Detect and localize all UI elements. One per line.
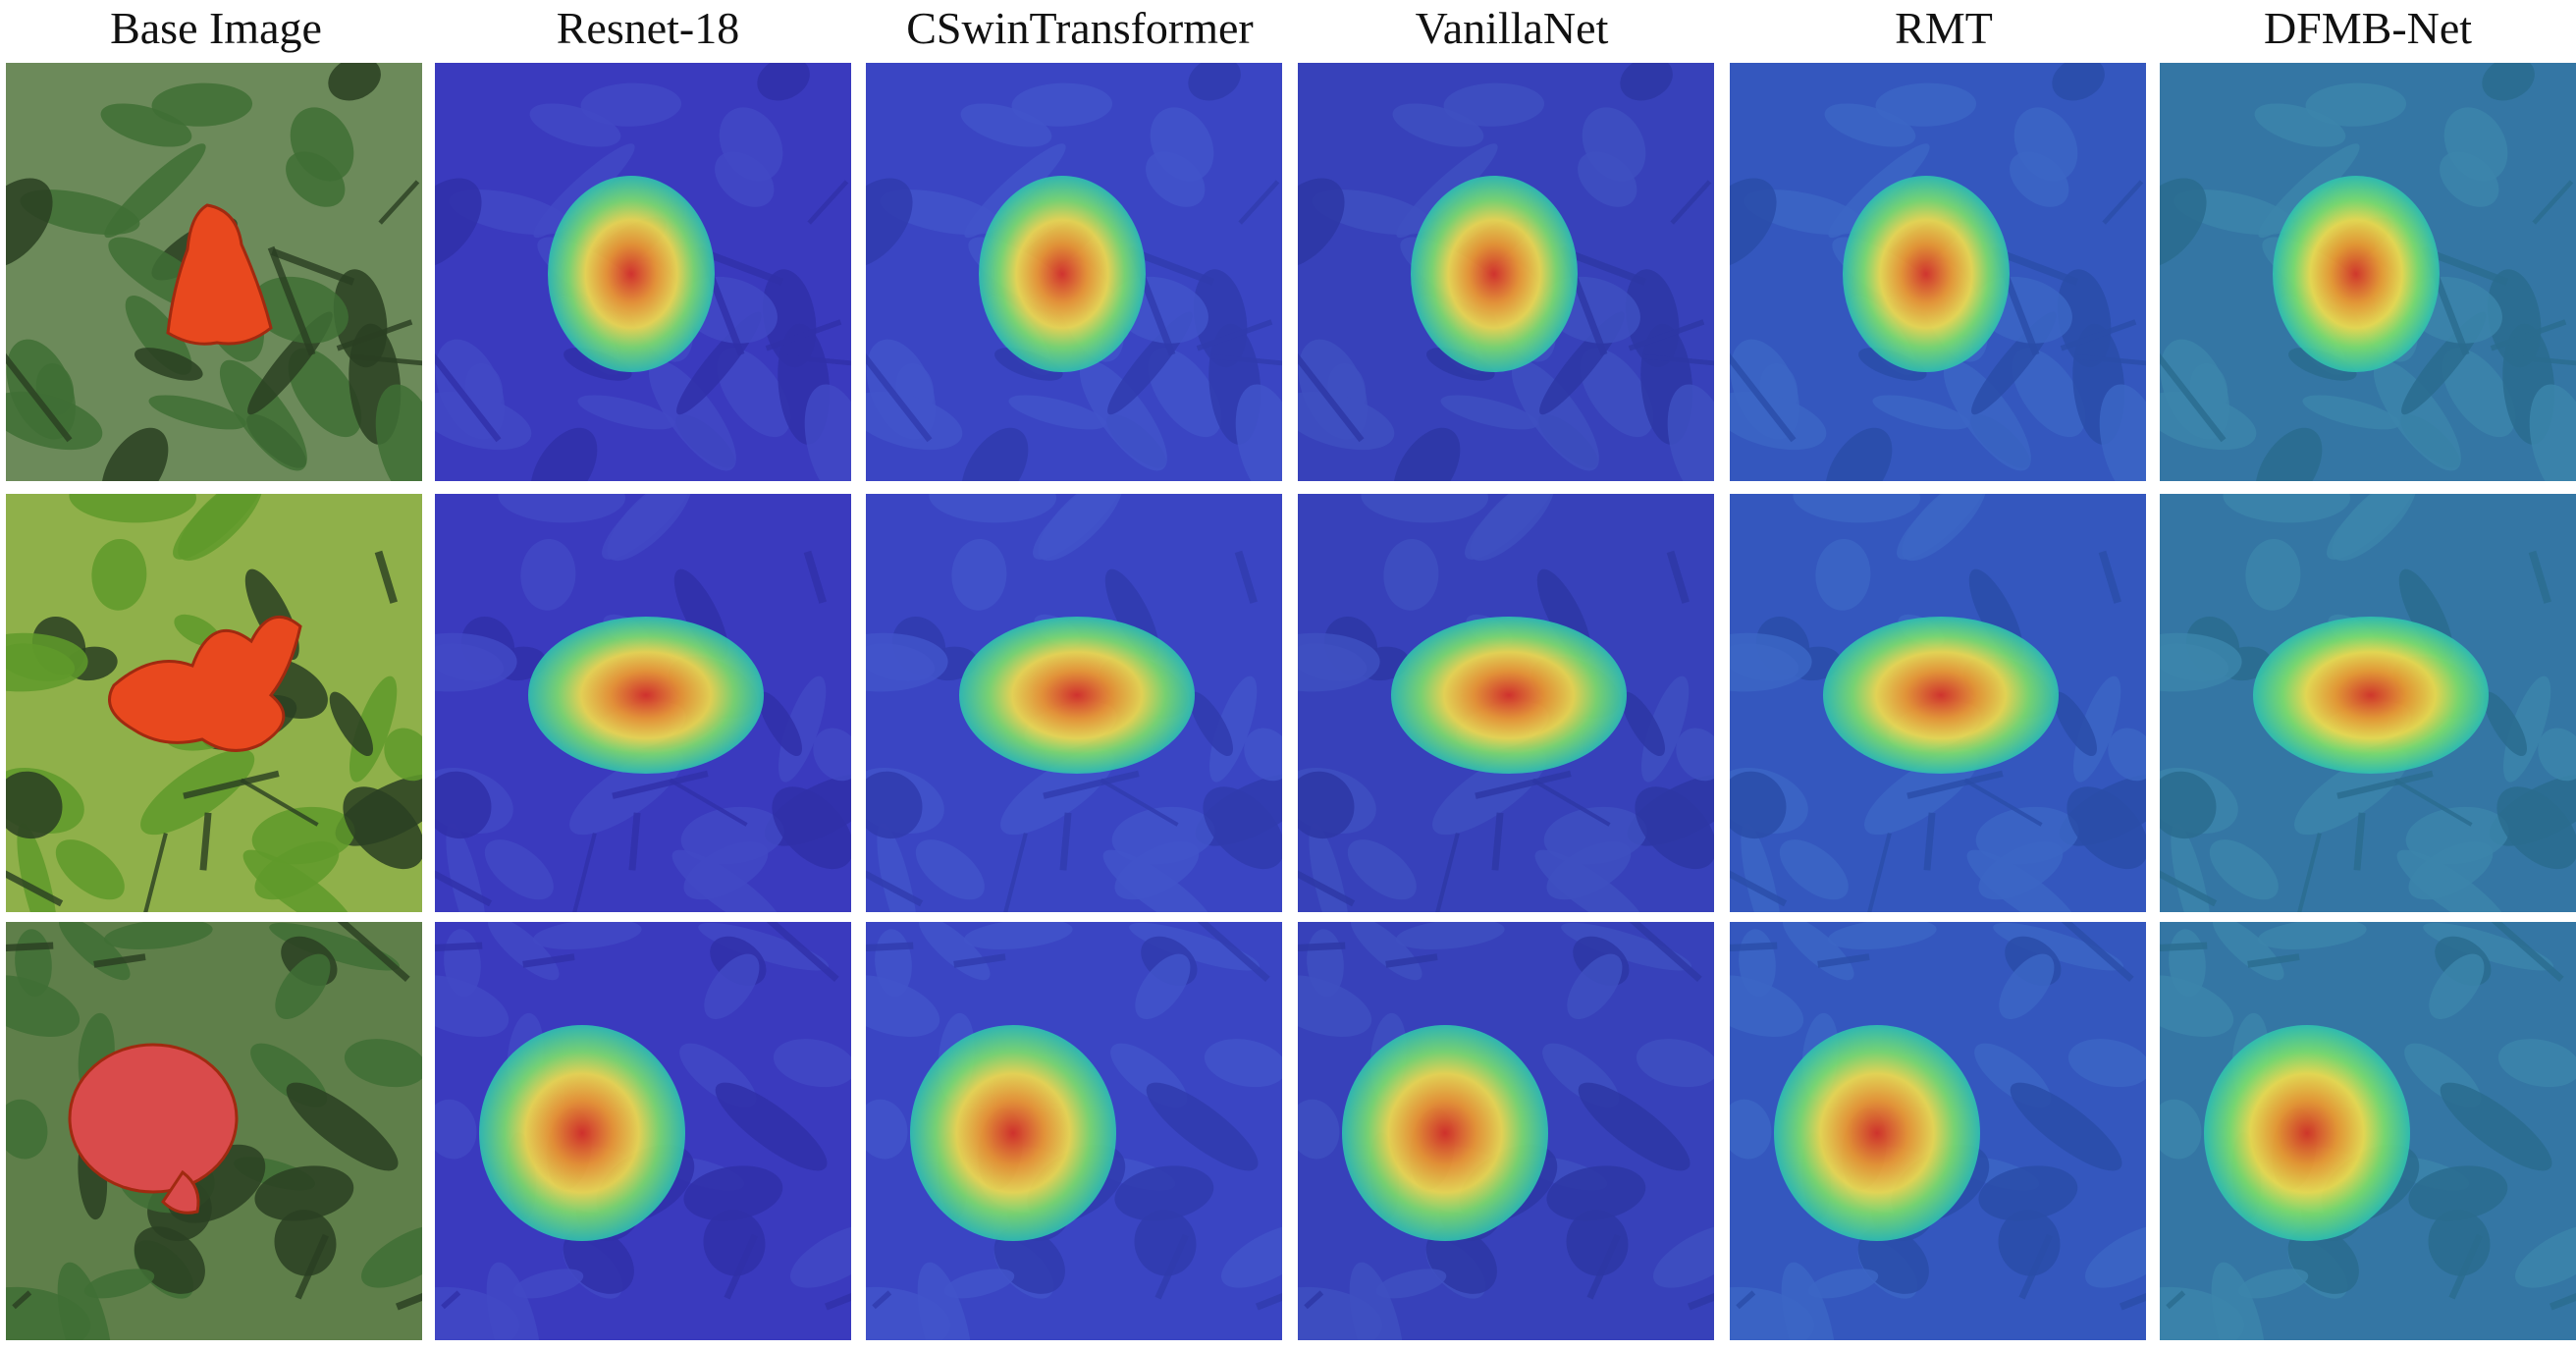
image-row3-rmt	[1730, 922, 2146, 1340]
image-row1-dfmb-net	[2160, 63, 2576, 481]
image-row2-dfmb-net	[2160, 494, 2576, 912]
column-title-dfmb-net: DFMB-Net	[2263, 2, 2473, 53]
image-row2-rmt	[1730, 494, 2146, 912]
image-row2-base-image	[6, 494, 422, 912]
image-row3-vanillanet	[1298, 922, 1714, 1340]
image-row1-resnet-18	[435, 63, 851, 481]
image-row3-base-image	[6, 922, 422, 1340]
image-row3-resnet-18	[435, 922, 851, 1340]
column-title-base-image: Base Image	[110, 2, 322, 53]
image-row2-resnet-18	[435, 494, 851, 912]
image-row1-cswintransformer	[866, 63, 1282, 481]
column-title-cswintransformer: CSwinTransformer	[906, 2, 1254, 53]
image-row1-base-image	[6, 63, 422, 481]
image-row2-cswintransformer	[866, 494, 1282, 912]
column-title-resnet-18: Resnet-18	[556, 2, 740, 53]
image-row1-vanillanet	[1298, 63, 1714, 481]
image-row2-vanillanet	[1298, 494, 1714, 912]
image-row3-cswintransformer	[866, 922, 1282, 1340]
image-row1-rmt	[1730, 63, 2146, 481]
image-row3-dfmb-net	[2160, 922, 2576, 1340]
column-title-rmt: RMT	[1895, 2, 1993, 53]
column-title-vanillanet: VanillaNet	[1415, 2, 1609, 53]
